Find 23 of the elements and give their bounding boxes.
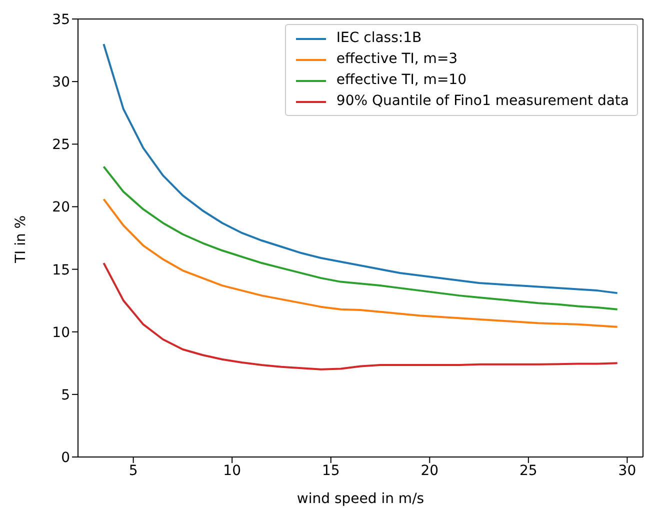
line-series (102, 262, 618, 370)
x-tick-label: 5 (128, 462, 138, 479)
y-tick-label: 20 (52, 200, 70, 216)
line-series (102, 166, 618, 310)
x-tick-label: 15 (322, 462, 340, 479)
y-tick-label: 25 (52, 137, 70, 154)
legend-label: 90% Quantile of Fino1 measurement data (336, 92, 629, 111)
y-tick-label: 30 (52, 74, 70, 91)
y-tick-label: 35 (52, 12, 70, 28)
x-tick-label: 25 (520, 462, 538, 479)
y-tick-label: 0 (61, 450, 70, 466)
legend-label: effective TI, m=3 (336, 50, 458, 69)
x-tick-label: 30 (618, 462, 636, 479)
y-tick-label: 10 (52, 324, 70, 341)
x-axis-title: wind speed in m/s (296, 490, 424, 507)
y-axis-title: TI in % (12, 215, 29, 264)
y-tick-label: 5 (61, 387, 70, 404)
x-tick-label: 10 (223, 462, 242, 479)
y-tick-label: 15 (52, 262, 70, 278)
legend-label: effective TI, m=10 (336, 71, 466, 90)
line-series (102, 198, 618, 328)
x-tick-label: 20 (420, 462, 439, 479)
legend-label: IEC class:1B (336, 29, 422, 48)
